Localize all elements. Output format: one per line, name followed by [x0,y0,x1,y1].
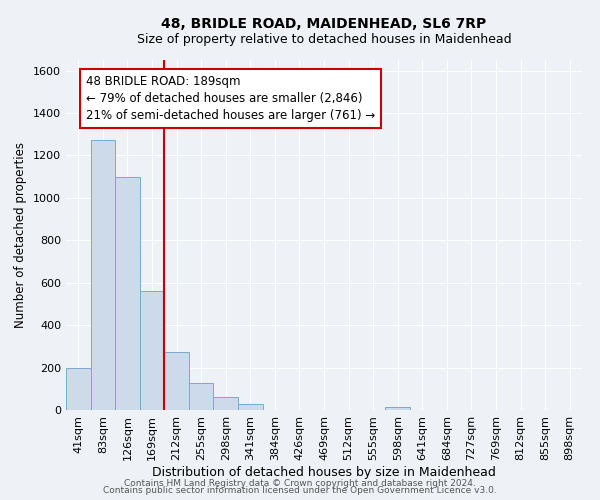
Bar [238,404,263,410]
Text: 48 BRIDLE ROAD: 189sqm
← 79% of detached houses are smaller (2,846)
21% of semi-: 48 BRIDLE ROAD: 189sqm ← 79% of detached… [86,75,375,122]
Bar [91,140,115,410]
Text: 48, BRIDLE ROAD, MAIDENHEAD, SL6 7RP: 48, BRIDLE ROAD, MAIDENHEAD, SL6 7RP [161,18,487,32]
Bar [164,352,189,410]
Text: Contains public sector information licensed under the Open Government Licence v3: Contains public sector information licen… [103,486,497,495]
Bar [214,397,238,410]
Bar [385,407,410,410]
Text: Contains HM Land Registry data © Crown copyright and database right 2024.: Contains HM Land Registry data © Crown c… [124,478,476,488]
Bar [189,384,214,410]
Text: Size of property relative to detached houses in Maidenhead: Size of property relative to detached ho… [137,32,511,46]
Bar [140,291,164,410]
Y-axis label: Number of detached properties: Number of detached properties [14,142,28,328]
Bar [115,176,140,410]
X-axis label: Distribution of detached houses by size in Maidenhead: Distribution of detached houses by size … [152,466,496,478]
Bar [66,368,91,410]
